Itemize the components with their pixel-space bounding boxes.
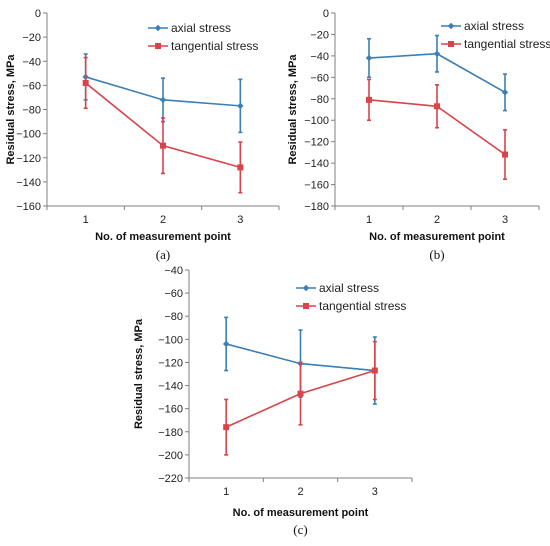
data-point — [501, 89, 509, 96]
y-tick-label: −220 — [158, 473, 183, 485]
panel-label: (a) — [156, 247, 170, 262]
legend-marker — [448, 41, 454, 47]
y-tick-label: −180 — [304, 201, 329, 213]
data-point — [365, 54, 373, 62]
legend-label: tangential stress — [171, 39, 258, 53]
y-tick-label: 0 — [35, 8, 41, 20]
y-tick-label: −20 — [22, 32, 41, 44]
y-tick-label: −60 — [310, 72, 329, 84]
x-tick-label: 3 — [237, 214, 243, 226]
y-tick-label: −20 — [310, 29, 329, 41]
data-point — [366, 96, 372, 103]
data-point — [237, 102, 244, 110]
x-axis-title: No. of measurement point — [233, 507, 369, 519]
legend-label: axial stress — [464, 19, 524, 33]
x-tick-label: 2 — [434, 214, 440, 226]
panel-label: (b) — [429, 247, 444, 262]
chart-panel-b: 0 −20 −40 −60 −80 −100 −120 −140 −160 −180 1 2 3 axia… — [287, 8, 550, 262]
x-tick-label: 2 — [297, 486, 303, 498]
x-axis-title: No. of measurement point — [95, 231, 231, 243]
y-tick-label: −40 — [22, 56, 41, 68]
legend-label: tangential stress — [464, 37, 550, 51]
y-tick-label: 0 — [323, 8, 329, 20]
panel-label: (c) — [293, 522, 307, 537]
series-tangential-stress — [82, 56, 244, 194]
x-tick-label: 1 — [366, 214, 372, 226]
legend-entry: tangential stress — [148, 39, 258, 53]
y-tick-label: −140 — [304, 158, 329, 170]
data-point — [160, 142, 166, 149]
y-tick-label: −80 — [310, 94, 329, 106]
x-tick-label: 1 — [83, 214, 89, 226]
y-tick-label: −200 — [158, 450, 183, 462]
data-point — [82, 79, 89, 86]
y-tick-label: −140 — [16, 177, 41, 189]
data-point — [237, 164, 244, 171]
y-tick-label: −60 — [164, 288, 183, 300]
legend-marker — [155, 43, 161, 49]
legend-entry: axial stress — [296, 281, 379, 295]
y-tick-label: −140 — [158, 381, 183, 393]
y-tick-label: −40 — [164, 265, 183, 277]
y-tick-label: −40 — [310, 51, 329, 63]
legend-marker — [447, 22, 455, 30]
y-tick-label: −120 — [158, 357, 183, 369]
y-tick-label: −100 — [16, 129, 41, 141]
data-point — [502, 151, 508, 158]
y-axis-title: Residual stress, MPa — [133, 318, 145, 429]
y-tick-label: −160 — [304, 180, 329, 192]
y-tick-label: −120 — [304, 137, 329, 149]
legend-entry: axial stress — [148, 21, 231, 35]
legend-label: axial stress — [319, 281, 379, 295]
data-point — [159, 96, 167, 104]
data-point — [434, 103, 440, 110]
legend-entry: tangential stress — [441, 37, 550, 51]
chart-panel-c: −40 −60 −80 −100 −120 −140 −160 −180 −200 −220 1 2 3… — [133, 265, 413, 537]
legend-marker — [302, 284, 310, 292]
y-tick-label: −120 — [16, 153, 41, 165]
legend-label: tangential stress — [319, 299, 406, 313]
y-axis-title: Residual stress, MPa — [287, 54, 299, 165]
y-tick-label: −100 — [158, 334, 183, 346]
y-tick-label: −80 — [22, 105, 41, 117]
x-tick-label: 2 — [160, 214, 166, 226]
y-axis-title: Residual stress, MPa — [5, 54, 17, 165]
series-tangential-stress — [223, 340, 378, 456]
data-point — [223, 424, 230, 431]
legend-marker — [303, 303, 309, 309]
data-point — [371, 367, 378, 374]
x-tick-label: 3 — [502, 214, 508, 226]
legend-entry: axial stress — [441, 19, 524, 33]
y-tick-label: −80 — [164, 311, 183, 323]
series-tangential-stress — [366, 78, 508, 180]
y-tick-label: −160 — [16, 201, 41, 213]
data-point — [222, 340, 230, 348]
y-tick-label: −160 — [158, 404, 183, 416]
y-tick-label: −180 — [158, 427, 183, 439]
x-axis-title: No. of measurement point — [369, 231, 505, 243]
legend-entry: tangential stress — [296, 299, 406, 313]
x-tick-label: 3 — [372, 486, 378, 498]
data-point — [297, 390, 304, 397]
y-tick-label: −60 — [22, 80, 41, 92]
chart-panel-a: 0 −20 −40 −60 −80 −100 −120 −140 −160 1 2 3 axial st… — [5, 8, 280, 262]
y-tick-label: −100 — [304, 115, 329, 127]
legend-label: axial stress — [171, 21, 231, 35]
series-axial-stress — [365, 34, 509, 112]
x-tick-label: 1 — [223, 486, 229, 498]
legend-marker — [154, 24, 162, 32]
data-point — [433, 50, 441, 57]
